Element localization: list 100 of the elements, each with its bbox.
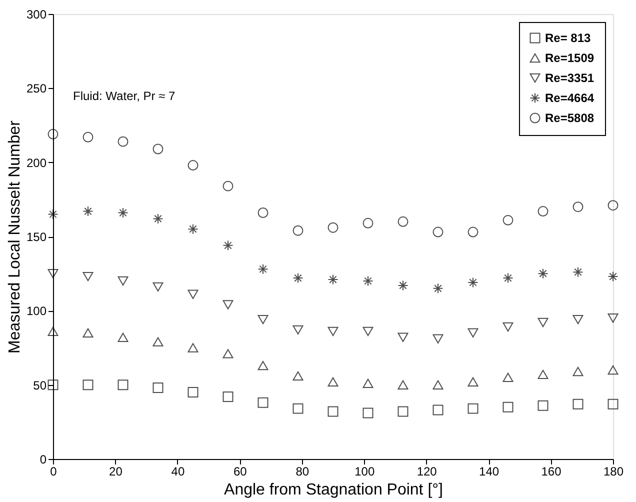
point: [398, 216, 408, 227]
point: [468, 403, 478, 414]
point: [328, 274, 338, 285]
x-tick-label: 80: [296, 464, 310, 478]
point: [222, 180, 234, 192]
point: [328, 222, 338, 233]
point: [118, 136, 128, 147]
point: [502, 402, 514, 412]
point: [398, 280, 408, 291]
legend-label: Re=3351: [545, 71, 594, 85]
annotation: Fluid: Water, Pr ≈ 7: [73, 89, 176, 103]
point: [258, 314, 268, 324]
point: [398, 406, 408, 417]
point: [572, 266, 584, 278]
x-tick-label: 0: [50, 464, 58, 478]
point: [188, 387, 198, 398]
y-axis-title: Measured Local Nusselt Number: [6, 120, 24, 354]
point: [258, 264, 268, 274]
point: [292, 225, 304, 236]
x-tick-label: 120: [416, 464, 438, 478]
point: [82, 132, 94, 142]
x-tick-label: 100: [354, 464, 375, 478]
point: [188, 160, 198, 171]
point: [152, 282, 164, 292]
y-tick-label: 50: [33, 378, 47, 392]
point: [48, 326, 58, 336]
point: [432, 334, 444, 344]
point: [538, 268, 548, 279]
legend-label: Re= 813: [545, 31, 592, 45]
legend-label: Re=5808: [545, 111, 594, 125]
point: [362, 276, 374, 286]
y-tick-label: 150: [26, 230, 47, 244]
point: [48, 209, 58, 220]
point: [398, 380, 408, 390]
point: [292, 272, 304, 284]
point: [48, 268, 58, 278]
point: [222, 300, 234, 310]
point: [362, 326, 374, 336]
point: [502, 372, 514, 382]
point: [82, 380, 94, 390]
point: [258, 360, 268, 370]
point: [398, 332, 408, 342]
y-tick-label: 250: [26, 82, 47, 96]
point: [432, 283, 444, 294]
y-tick-label: 100: [26, 304, 47, 318]
point: [468, 277, 478, 288]
y-tick-label: 200: [26, 156, 47, 170]
point: [152, 337, 164, 346]
x-tick-label: 180: [603, 464, 624, 478]
point: [258, 208, 268, 218]
point: [572, 398, 584, 410]
x-tick-label: 60: [233, 464, 248, 478]
point: [188, 343, 198, 352]
point: [468, 377, 478, 386]
point: [258, 397, 268, 408]
point: [292, 325, 304, 335]
point: [468, 226, 478, 238]
point: [222, 391, 234, 402]
x-tick-label: 40: [171, 464, 185, 478]
point: [328, 406, 338, 417]
legend-label: Re=1509: [545, 51, 594, 65]
x-tick-label: 160: [541, 464, 562, 478]
point: [608, 365, 618, 375]
point: [502, 272, 514, 284]
point: [82, 328, 94, 338]
point: [538, 318, 548, 328]
point: [608, 271, 618, 282]
point: [188, 290, 198, 299]
y-tick-label: 0: [40, 452, 47, 466]
point: [432, 226, 444, 238]
point: [222, 349, 234, 358]
point: [432, 380, 444, 390]
point: [328, 326, 338, 336]
point: [118, 276, 128, 286]
point: [538, 400, 548, 411]
legend-label: Re=4664: [545, 91, 594, 105]
point: [48, 128, 58, 140]
point: [152, 382, 164, 394]
point: [608, 398, 618, 410]
point: [608, 200, 618, 211]
point: [292, 371, 304, 381]
point: [362, 408, 374, 418]
point: [82, 206, 94, 217]
point: [82, 272, 94, 282]
point: [362, 218, 374, 228]
y-tick-label: 300: [26, 8, 47, 22]
point: [572, 202, 584, 212]
point: [152, 213, 164, 224]
point: [222, 240, 234, 251]
point: [48, 380, 58, 390]
x-tick-label: 140: [479, 464, 500, 478]
point: [292, 403, 304, 414]
point: [118, 380, 128, 390]
point: [572, 366, 584, 376]
point: [118, 332, 128, 342]
point: [468, 328, 478, 338]
point: [118, 208, 128, 218]
point: [152, 144, 164, 154]
point: [538, 370, 548, 380]
point: [572, 314, 584, 324]
